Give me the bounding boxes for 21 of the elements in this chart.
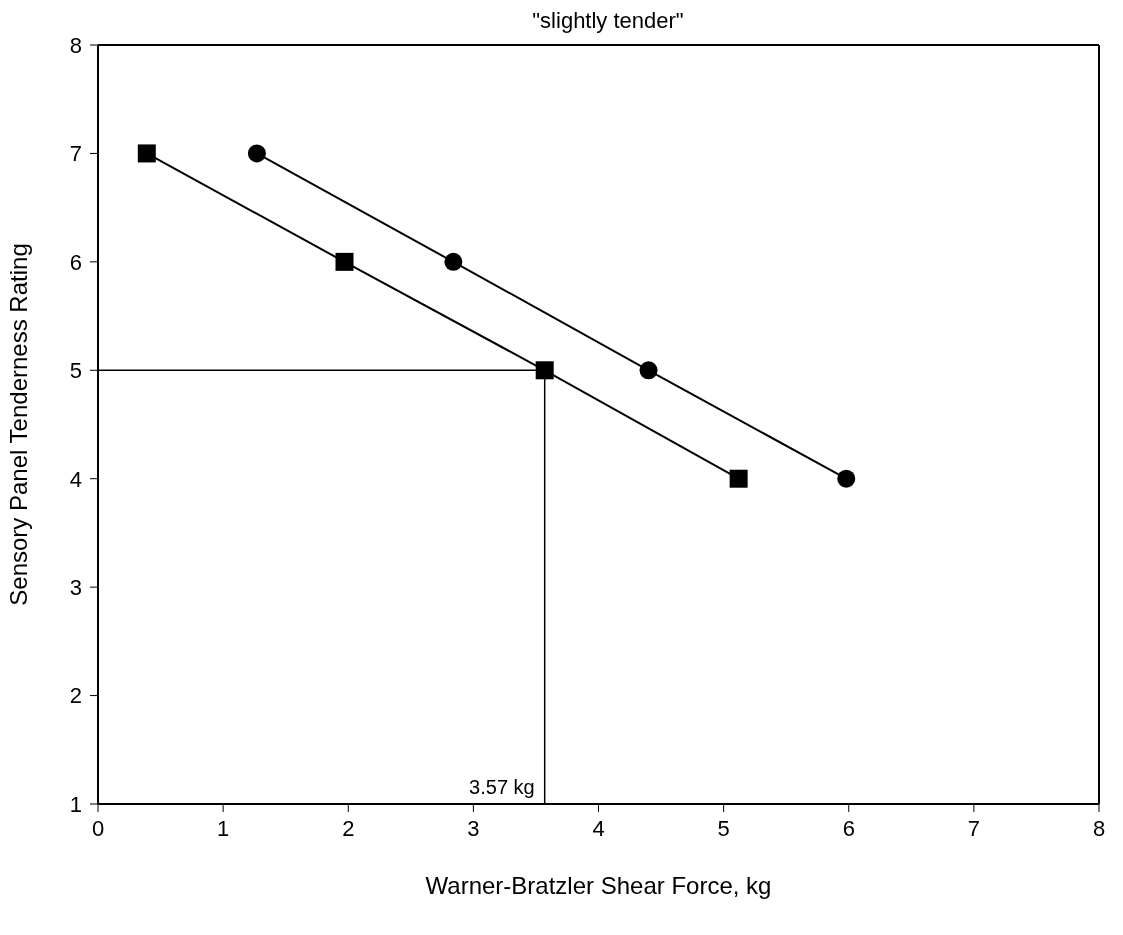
x-axis-title: Warner-Bratzler Shear Force, kg (425, 872, 772, 899)
x-tick-label: 5 (717, 815, 730, 841)
x-tick-label: 3 (467, 815, 480, 841)
y-tick-label: 6 (69, 249, 82, 275)
x-tick-label: 8 (1092, 815, 1106, 841)
y-axis-title: Sensory Panel Tenderness Rating (4, 243, 32, 606)
y-tick-label: 7 (69, 141, 82, 167)
x-tick-label: 2 (342, 815, 355, 841)
x-tick-label: 6 (842, 815, 855, 841)
x-tick-label: 7 (967, 815, 980, 841)
x-tick-label: 1 (217, 815, 230, 841)
y-tick-label: 1 (69, 791, 82, 817)
y-tick-label: 5 (69, 358, 82, 384)
chart-title: "slightly tender" (531, 8, 685, 34)
y-tick-label: 2 (69, 683, 82, 709)
y-tick-label: 8 (69, 32, 82, 58)
x-tick-label: 4 (592, 815, 605, 841)
ref-line-label: 3.57 kg (469, 776, 535, 798)
y-tick-label: 3 (69, 574, 82, 600)
x-tick-label: 0 (91, 815, 105, 841)
y-tick-label: 4 (69, 466, 82, 492)
